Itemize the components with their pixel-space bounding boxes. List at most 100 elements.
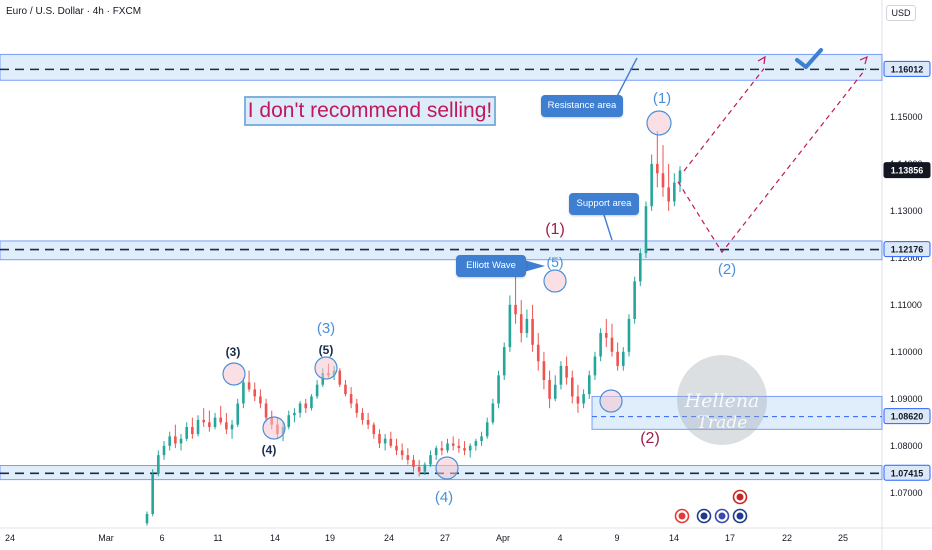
candle-body — [395, 445, 398, 451]
candle-body — [565, 365, 568, 378]
candle-body — [208, 422, 211, 427]
candle-body — [593, 356, 597, 376]
x-tick-label: 19 — [325, 533, 335, 543]
candle-body — [457, 445, 461, 449]
elliott-wave-callout: Elliott Wave — [456, 255, 526, 277]
candle-body — [344, 384, 347, 395]
x-tick-label: 17 — [725, 533, 735, 543]
eu-flag-icon-dot — [736, 512, 744, 520]
candle-body — [423, 464, 427, 472]
y-tick-label: 1.07000 — [890, 488, 923, 498]
price-label-text: 1.16012 — [891, 64, 924, 74]
candle-body — [349, 394, 353, 404]
pivot-circle — [599, 389, 623, 413]
wave-label: (1) — [545, 221, 565, 238]
pivot-circle — [262, 416, 286, 440]
candle-body — [440, 448, 444, 451]
candle-body — [644, 206, 648, 254]
x-tick-label: 24 — [5, 533, 15, 543]
candle-body — [213, 417, 217, 427]
candle-body — [185, 426, 188, 439]
y-tick-label: 1.13000 — [890, 206, 923, 216]
candle-body — [661, 173, 665, 188]
candle-body — [383, 438, 387, 444]
candle-body — [559, 365, 563, 385]
pivot-circle — [435, 456, 459, 480]
candle-body — [145, 513, 149, 524]
candle-body — [542, 361, 546, 381]
projection-path-main — [677, 68, 867, 254]
symbol-title[interactable]: Euro / U.S. Dollar · 4h · FXCM — [6, 6, 142, 17]
elliott-pointer — [524, 260, 545, 272]
candle-body — [678, 170, 682, 183]
candle-body — [230, 424, 234, 430]
price-label-text: 1.13856 — [891, 166, 924, 176]
wave-label: (2) — [718, 261, 736, 278]
candle-body — [366, 419, 370, 425]
y-tick-label: 1.08000 — [890, 441, 923, 451]
candle-body — [287, 415, 291, 427]
wave-label: (3) — [317, 320, 335, 337]
candle-body — [576, 396, 580, 404]
pivot-circle — [646, 110, 672, 136]
candle-body — [417, 466, 421, 472]
resistance-callout: Resistance area — [541, 95, 623, 117]
currency-selector[interactable]: USD — [886, 5, 916, 21]
headline-text-box: I don't recommend selling! — [244, 96, 496, 126]
candle-body — [570, 377, 574, 397]
candle-body — [582, 394, 585, 404]
candle-body — [412, 459, 415, 467]
wave-label: (4) — [262, 443, 277, 457]
candle-body — [446, 443, 449, 451]
x-tick-label: 14 — [669, 533, 679, 543]
candle-body — [627, 318, 631, 352]
price-label-box — [883, 162, 931, 179]
candle-body — [338, 370, 342, 385]
price-label-text: 1.07415 — [891, 468, 924, 478]
candle-body — [650, 163, 653, 207]
candle-body — [259, 396, 262, 404]
pivot-circle — [543, 269, 567, 293]
candle-body — [355, 403, 359, 413]
candle-body — [633, 281, 636, 319]
projection-arrowhead — [757, 55, 766, 65]
candle-body — [587, 375, 591, 395]
candle-body — [610, 337, 614, 352]
x-tick-label: 14 — [270, 533, 280, 543]
x-tick-label: 22 — [782, 533, 792, 543]
wave-label: (3) — [226, 345, 241, 359]
support-callout: Support area — [569, 193, 639, 215]
candle-body — [202, 419, 206, 423]
candle-body — [536, 344, 540, 362]
x-tick-label: 11 — [213, 533, 222, 543]
candle-body — [378, 434, 381, 444]
x-tick-label: 4 — [557, 533, 562, 543]
pivot-circle — [314, 356, 338, 380]
candle-body — [519, 314, 523, 334]
candle-body — [389, 438, 393, 446]
y-tick-label: 1.09000 — [890, 394, 923, 404]
candle-body — [157, 455, 160, 474]
candle-body — [372, 424, 376, 435]
wave-label: (2) — [640, 430, 660, 447]
candle-body — [196, 419, 200, 435]
us-flag-icon-dot — [736, 493, 744, 501]
candle-body — [406, 455, 410, 460]
support-pointer — [603, 214, 613, 241]
watermark-logo — [677, 355, 767, 445]
candle-body — [656, 163, 659, 174]
candle-body — [434, 448, 438, 456]
candle-body — [151, 473, 154, 514]
candle-body — [485, 422, 489, 437]
zone-box — [591, 395, 883, 430]
price-label-box — [883, 408, 931, 425]
wave-label: (1) — [653, 90, 671, 107]
candle-body — [616, 351, 619, 366]
candle-body — [315, 384, 319, 397]
x-tick-label: Mar — [98, 533, 114, 543]
candle-body — [361, 412, 364, 420]
pivot-circle — [222, 362, 246, 386]
x-tick-label: 9 — [614, 533, 619, 543]
x-tick-label: 6 — [159, 533, 164, 543]
